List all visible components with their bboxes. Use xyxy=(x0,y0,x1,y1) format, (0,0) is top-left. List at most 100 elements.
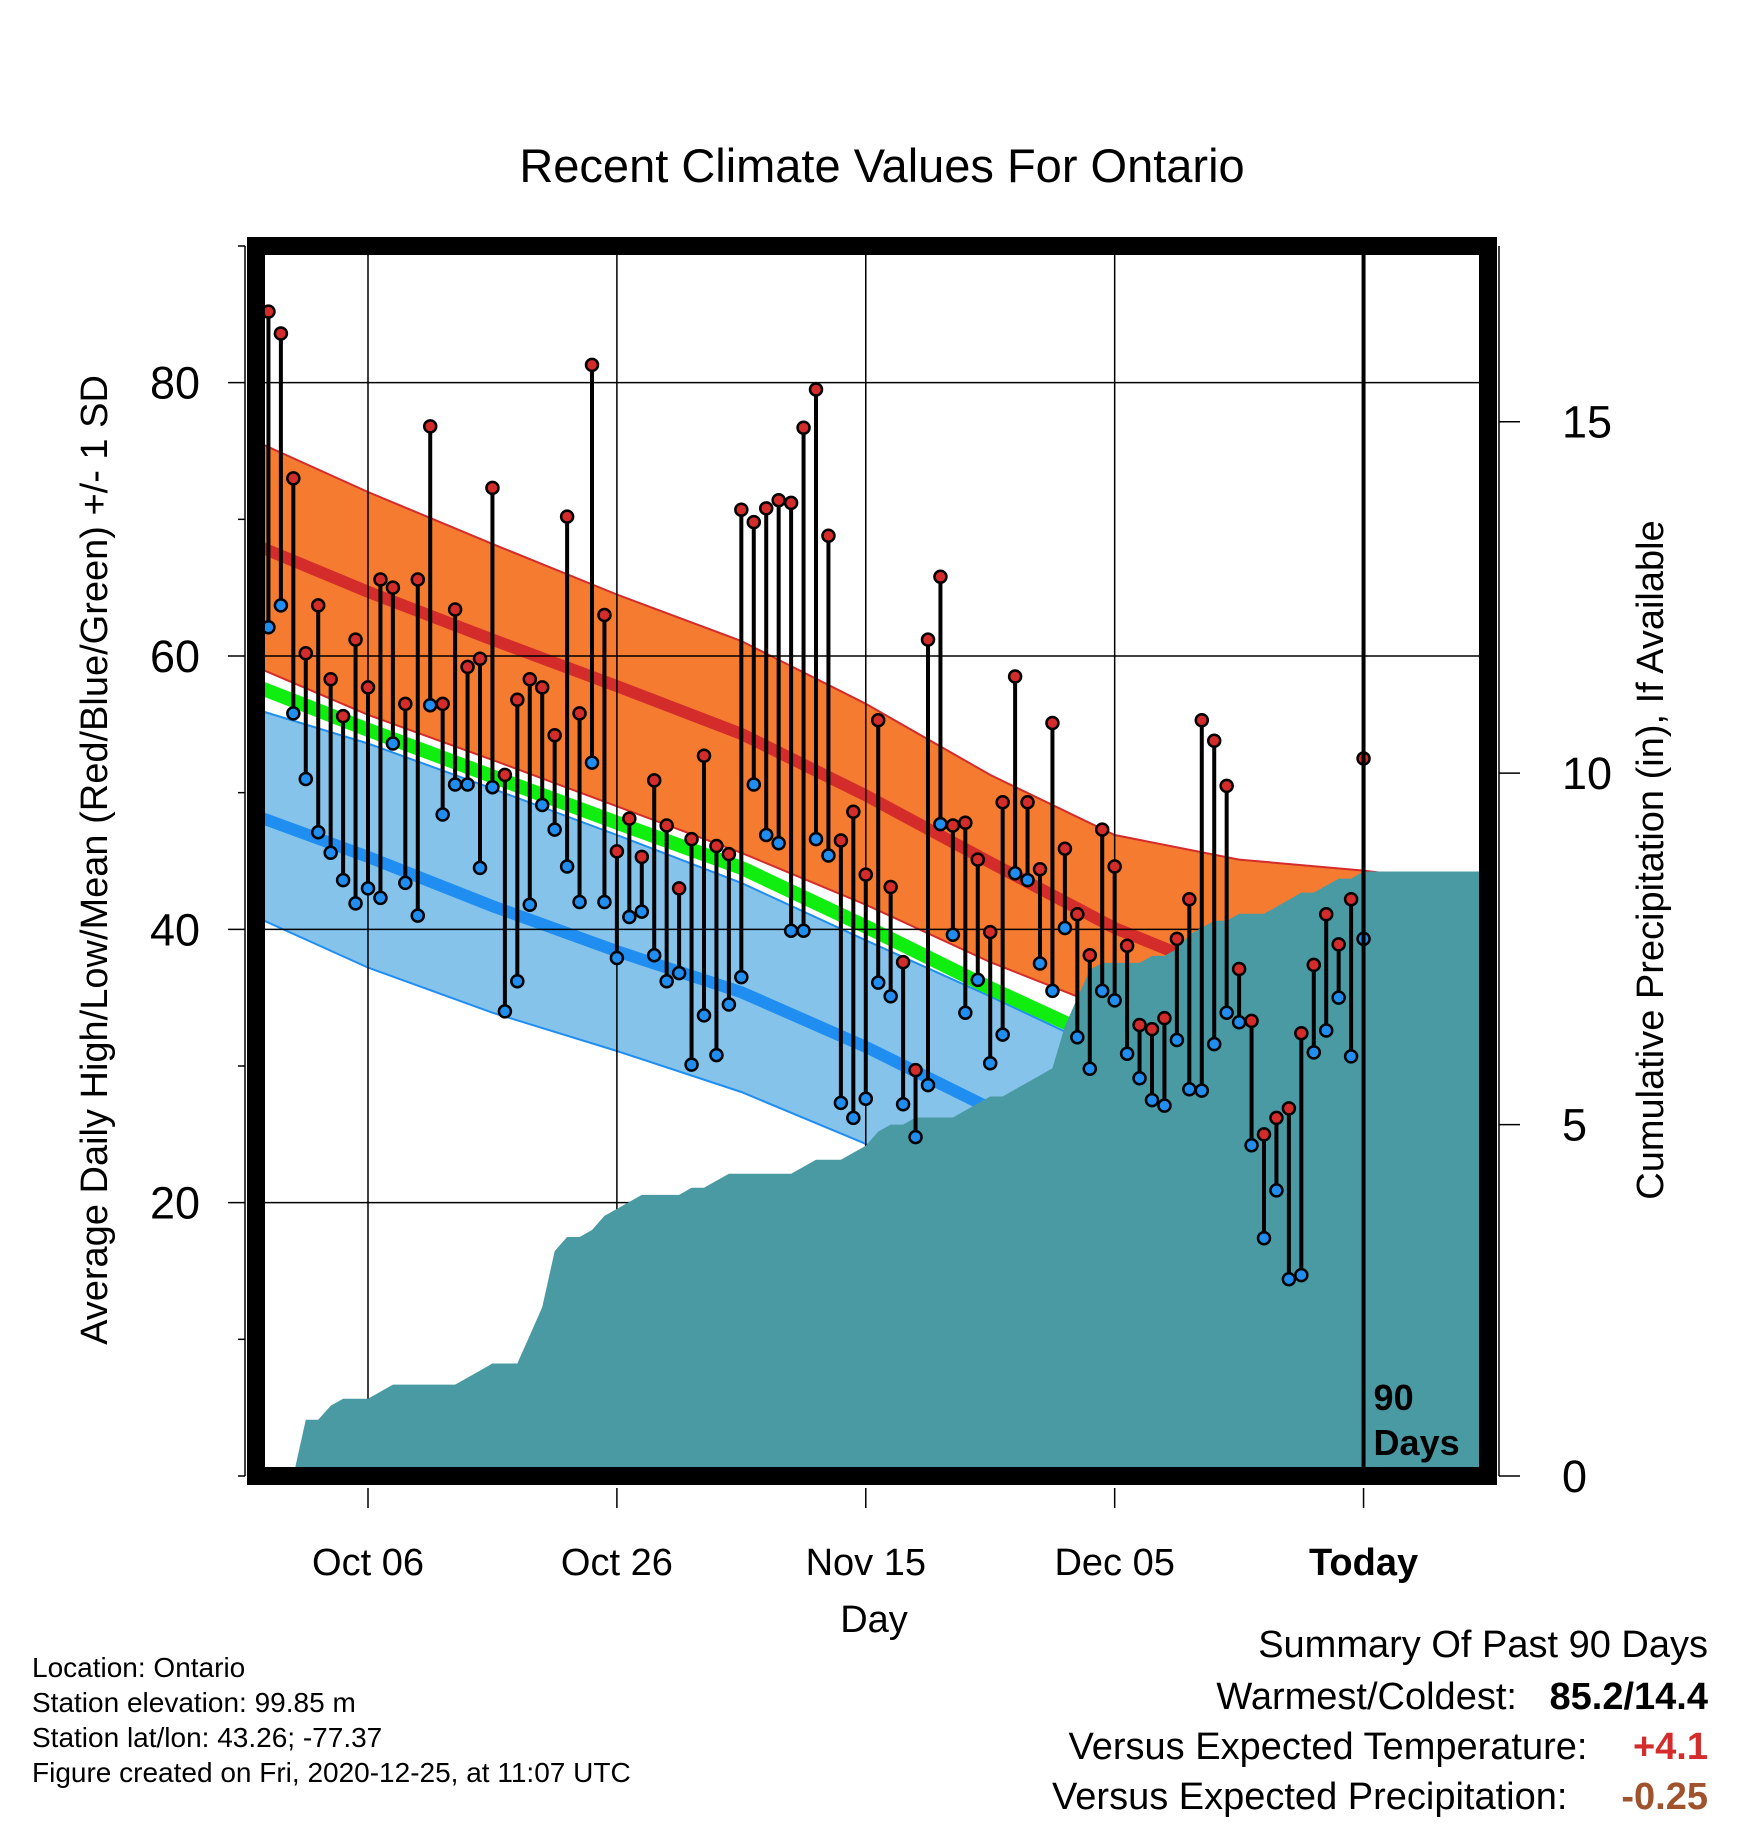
obs-low-point xyxy=(1082,1061,1098,1076)
obs-low-point xyxy=(597,894,612,910)
x-axis-title: Day xyxy=(840,1599,908,1641)
obs-high-point xyxy=(945,818,961,833)
obs-low-point xyxy=(783,923,799,938)
obs-low-point xyxy=(609,950,625,966)
obs-high-point xyxy=(447,602,463,617)
obs-high-point xyxy=(1306,957,1322,973)
obs-low-point xyxy=(646,948,662,963)
obs-low-point xyxy=(995,1027,1010,1042)
obs-high-point xyxy=(1007,669,1023,684)
warm-cold-label: Warmest/Coldest: xyxy=(1216,1676,1517,1718)
x-tick-label: Nov 15 xyxy=(806,1542,926,1584)
obs-high-point xyxy=(422,419,438,434)
obs-high-point xyxy=(1057,841,1073,856)
summary-precip: Versus Expected Precipitation: -0.25 xyxy=(1052,1776,1708,1819)
obs-high-point xyxy=(883,879,898,895)
obs-low-point xyxy=(559,859,575,874)
obs-high-point xyxy=(1119,938,1135,953)
x-tick-label: Today xyxy=(1309,1542,1418,1584)
obs-low-point xyxy=(684,1057,699,1072)
obs-high-point xyxy=(360,680,376,695)
station-location: Location: Ontario xyxy=(32,1652,246,1683)
obs-high-point xyxy=(684,831,699,847)
temp-label: Versus Expected Temperature: xyxy=(1068,1726,1588,1768)
obs-low-point xyxy=(721,997,737,1012)
obs-low-point xyxy=(1070,1030,1085,1045)
obs-low-point xyxy=(1032,956,1048,971)
obs-low-point xyxy=(510,974,525,989)
obs-high-point xyxy=(1157,1010,1172,1026)
obs-low-point xyxy=(1182,1081,1197,1097)
obs-low-point xyxy=(1219,1005,1234,1020)
obs-high-point xyxy=(833,833,849,848)
obs-low-point xyxy=(485,779,500,795)
obs-high-point xyxy=(1244,1013,1259,1029)
obs-high-point xyxy=(485,480,500,496)
obs-high-point xyxy=(659,818,674,833)
obs-high-point xyxy=(385,580,401,595)
summary-temp: Versus Expected Temperature: +4.1 xyxy=(1069,1726,1708,1769)
obs-high-point xyxy=(1219,778,1234,794)
obs-low-point xyxy=(1107,993,1122,1008)
obs-high-point xyxy=(1144,1021,1160,1037)
obs-low-point xyxy=(360,881,376,896)
obs-high-point xyxy=(1206,733,1222,748)
obs-high-point xyxy=(1331,937,1346,952)
obs-high-point xyxy=(510,692,525,707)
obs-high-point xyxy=(472,651,488,666)
obs-low-point xyxy=(970,972,986,988)
x-tick-label: Oct 26 xyxy=(561,1542,673,1584)
obs-high-point xyxy=(1269,1110,1284,1126)
obs-high-point xyxy=(310,598,326,613)
obs-low-point xyxy=(1057,920,1073,936)
obs-high-point xyxy=(547,728,562,743)
y-axis-title: Average Daily High/Low/Mean (Red/Blue/Gr… xyxy=(74,375,116,1345)
obs-high-point xyxy=(696,748,712,764)
obs-high-point xyxy=(323,671,338,687)
station-latlon: Station lat/lon: 43.26; -77.37 xyxy=(32,1722,383,1753)
chart-title: Recent Climate Values For Ontario xyxy=(519,139,1244,192)
obs-low-point xyxy=(796,923,811,938)
obs-low-point xyxy=(534,797,550,813)
obs-high-point xyxy=(1070,907,1085,922)
obs-high-point xyxy=(933,569,948,584)
obs-low-point xyxy=(945,927,961,943)
obs-low-point xyxy=(273,598,289,613)
obs-high-point xyxy=(982,924,998,940)
obs-low-point xyxy=(335,872,351,888)
obs-high-point xyxy=(634,849,650,865)
obs-low-point xyxy=(808,831,824,847)
obs-high-point xyxy=(1294,1025,1309,1041)
summary-heading: Summary Of Past 90 Days xyxy=(1258,1624,1708,1666)
station-elevation: Station elevation: 99.85 m xyxy=(32,1687,356,1718)
obs-high-point xyxy=(671,881,687,896)
obs-high-point xyxy=(597,607,612,623)
obs-low-point xyxy=(1157,1098,1172,1113)
y2-tick-label: 15 xyxy=(1562,397,1612,448)
obs-low-point xyxy=(1094,983,1110,999)
station-info: Location: Ontario Station elevation: 99.… xyxy=(32,1650,631,1790)
obs-low-point xyxy=(348,896,363,911)
obs-low-point xyxy=(1144,1092,1160,1108)
obs-low-point xyxy=(622,909,637,925)
obs-low-point xyxy=(1281,1271,1297,1287)
obs-high-point xyxy=(460,659,475,675)
observed-temperatures xyxy=(256,304,1371,1287)
obs-high-point xyxy=(1094,822,1110,837)
obs-high-point xyxy=(273,326,289,341)
obs-low-point xyxy=(1343,1049,1359,1064)
obs-low-point xyxy=(1256,1230,1272,1246)
y2-axis-title: Cumulative Precipitation (in), If Availa… xyxy=(1630,520,1672,1199)
plot-frame xyxy=(247,237,1497,1485)
warm-cold-value: 85.2/14.4 xyxy=(1549,1676,1708,1718)
x-axis: Oct 06 Oct 26 Nov 15 Dec 05 Today xyxy=(312,1488,1418,1584)
obs-low-point xyxy=(522,897,538,912)
obs-high-point xyxy=(1045,715,1060,731)
obs-low-point xyxy=(286,706,301,721)
obs-high-point xyxy=(1343,892,1359,907)
x-tick-label: Dec 05 xyxy=(1054,1542,1174,1584)
obs-high-point xyxy=(821,528,836,543)
obs-high-point xyxy=(783,495,799,511)
y-tick-label: 60 xyxy=(150,631,200,682)
obs-high-point xyxy=(908,1062,923,1078)
